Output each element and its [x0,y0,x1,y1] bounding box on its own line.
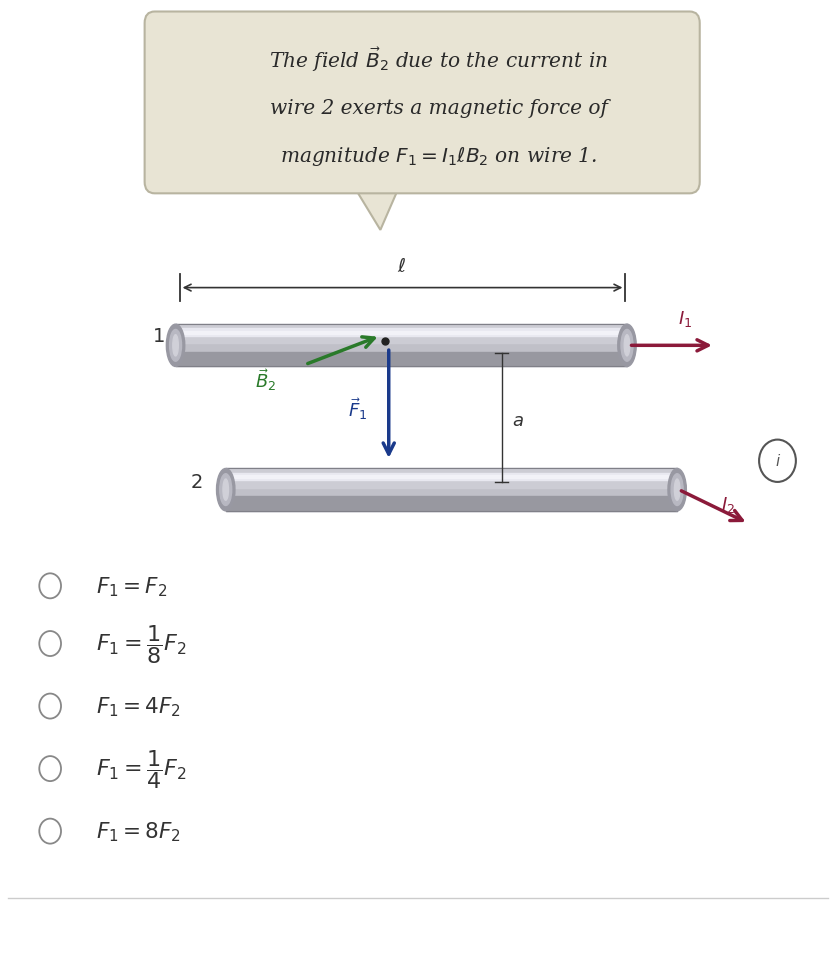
Text: $F_1 = 8F_2$: $F_1 = 8F_2$ [96,820,181,843]
Polygon shape [351,183,401,231]
FancyBboxPatch shape [145,12,700,194]
Ellipse shape [166,325,185,367]
Text: magnitude $F_1 = I_1\ell B_2$ on wire 1.: magnitude $F_1 = I_1\ell B_2$ on wire 1. [280,145,598,167]
Ellipse shape [618,325,636,367]
Text: wire 2 exerts a magnetic force of: wire 2 exerts a magnetic force of [270,99,608,117]
Text: $I_1$: $I_1$ [679,308,692,329]
Text: $I_2$: $I_2$ [721,495,735,514]
Ellipse shape [223,480,228,501]
Text: $F_1 = 4F_2$: $F_1 = 4F_2$ [96,695,181,718]
Ellipse shape [220,475,232,505]
Text: $\ell$: $\ell$ [397,257,405,276]
Ellipse shape [675,480,680,501]
Text: 2: 2 [191,473,202,492]
Text: $\vec{F}_1$: $\vec{F}_1$ [349,396,368,421]
Text: $F_1 = \dfrac{1}{4}F_2$: $F_1 = \dfrac{1}{4}F_2$ [96,748,186,790]
Ellipse shape [624,335,630,357]
Ellipse shape [671,475,683,505]
Text: $F_1 = F_2$: $F_1 = F_2$ [96,575,167,598]
Text: 1: 1 [153,327,165,346]
Text: $F_1 = \dfrac{1}{8}F_2$: $F_1 = \dfrac{1}{8}F_2$ [96,623,186,665]
Text: $a$: $a$ [512,412,523,430]
Ellipse shape [621,330,633,362]
Text: $\vec{B}_2$: $\vec{B}_2$ [255,367,277,392]
Ellipse shape [668,469,686,511]
Ellipse shape [217,469,235,511]
Ellipse shape [170,330,181,362]
Text: The field $\vec{B}_2$ due to the current in: The field $\vec{B}_2$ due to the current… [269,46,609,74]
Ellipse shape [173,335,178,357]
Text: i: i [775,454,780,469]
